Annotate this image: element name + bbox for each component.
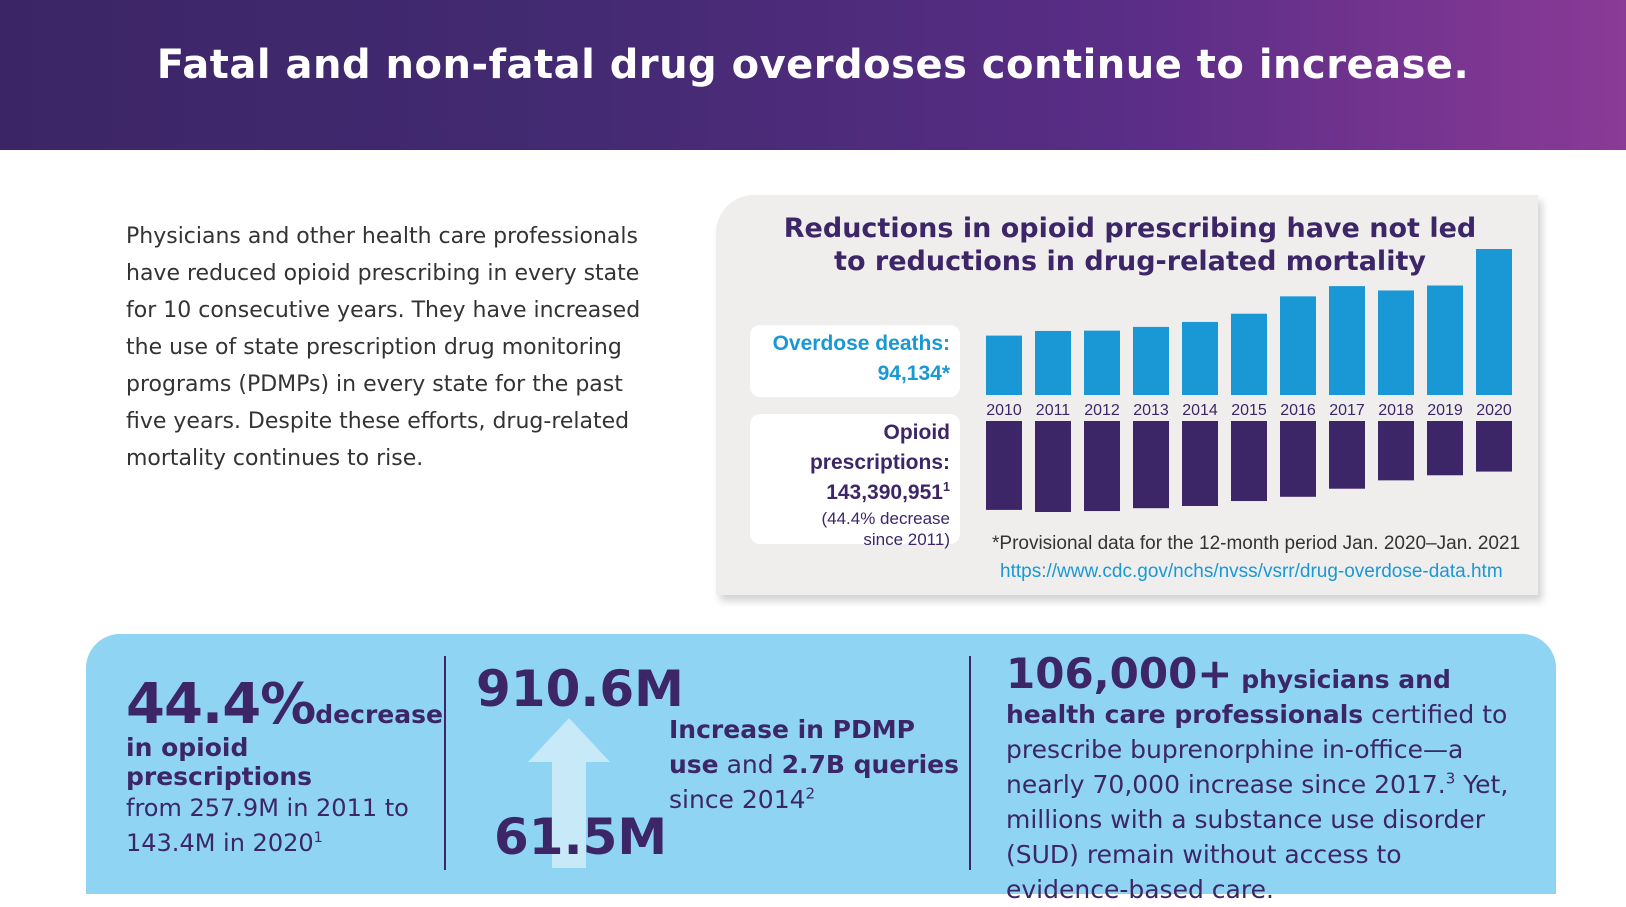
stat-prescriptions-number: 44.4% [126,672,316,737]
stat-prescriptions-lead: decrease [315,700,443,729]
opioid-label: Opioid prescriptions: [809,421,950,474]
intro-paragraph: Physicians and other health care profess… [126,224,641,471]
source-link[interactable]: https://www.cdc.gov/nchs/nvss/vsrr/drug-… [1000,561,1503,582]
page-title: Fatal and non-fatal drug overdoses conti… [156,42,1470,88]
opioid-note-line-1: (44.4% decrease [821,509,950,528]
stat-prescriptions-footnote-marker: 1 [313,830,323,846]
stat-buprenorphine-bold: physicians and health care professionals [1006,665,1451,729]
stat-buprenorphine-footnote-marker: 3 [1445,769,1456,788]
stat-pdmp-mid: and [718,750,782,779]
stat-prescriptions: 44.4%decrease in opioid prescriptions fr… [126,672,443,861]
opioid-footnote-marker: 1 [942,480,950,494]
overdose-value: 94,134* [877,362,950,385]
opioid-note-line-2: since 2011) [863,530,950,549]
overdose-label-box: Overdose deaths: 94,134* [750,325,960,397]
stat-pdmp: Increase in PDMP use and 2.7B queries si… [669,712,959,817]
stat-buprenorphine: 106,000+ physicians and health care prof… [1006,653,1526,907]
chart-title-line-1: Reductions in opioid prescribing have no… [783,213,1477,244]
chart-title: Reductions in opioid prescribing have no… [760,212,1500,278]
stat-pdmp-footnote-marker: 2 [805,784,816,803]
stats-divider-1 [444,656,446,870]
pdmp-use-2014: 61.5M [494,808,668,866]
stats-panel [86,634,1556,894]
stat-pdmp-bold-2: use [669,750,719,779]
opioid-value: 143,390,951 [826,481,943,504]
overdose-label: Overdose deaths: [772,332,950,355]
stat-prescriptions-subject: in opioid prescriptions [126,733,313,791]
stat-buprenorphine-number: 106,000+ [1006,649,1233,698]
header-banner: Fatal and non-fatal drug overdoses conti… [0,0,1626,150]
stat-prescriptions-detail: from 257.9M in 2011 to 143.4M in 2020 [126,794,409,857]
stat-prescriptions-detail-wrap: from 257.9M in 2011 to 143.4M in 20201 [126,791,426,861]
pdmp-use-2020: 910.6M [476,660,684,718]
opioid-value-line: 143,390,9511 [750,478,950,508]
stat-pdmp-bold-1: Increase in PDMP [669,715,915,744]
chart-footnote: *Provisional data for the 12-month perio… [992,533,1521,554]
opioid-label-box: Opioid prescriptions: 143,390,9511 (44.4… [750,414,960,549]
up-arrow-icon [528,718,610,868]
stat-buprenorphine-text-1: certified to prescribe buprenorphine in-… [1006,700,1508,799]
chart-title-line-2: to reductions in drug-related mortality [834,246,1426,277]
stat-pdmp-rest: since 2014 [669,785,806,814]
stats-divider-2 [969,656,971,870]
stat-pdmp-bold-3: 2.7B queries [781,750,960,779]
